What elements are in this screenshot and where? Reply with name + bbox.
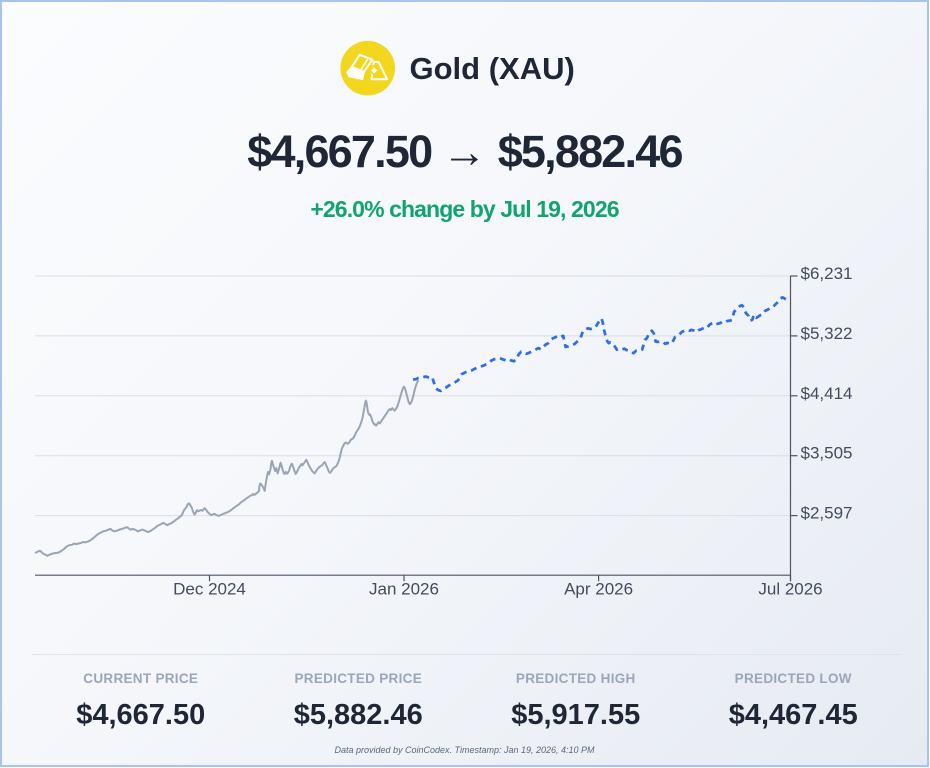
svg-text:Jul 2026: Jul 2026 (758, 579, 822, 598)
svg-text:$4,414: $4,414 (800, 383, 852, 402)
svg-text:Dec 2024: Dec 2024 (173, 579, 246, 598)
svg-text:$5,322: $5,322 (800, 323, 852, 342)
svg-text:$2,597: $2,597 (800, 503, 852, 522)
svg-text:Jan 2026: Jan 2026 (369, 579, 439, 598)
svg-text:Apr 2026: Apr 2026 (564, 579, 633, 598)
svg-text:$3,505: $3,505 (800, 443, 852, 462)
svg-text:$6,231: $6,231 (800, 264, 852, 283)
